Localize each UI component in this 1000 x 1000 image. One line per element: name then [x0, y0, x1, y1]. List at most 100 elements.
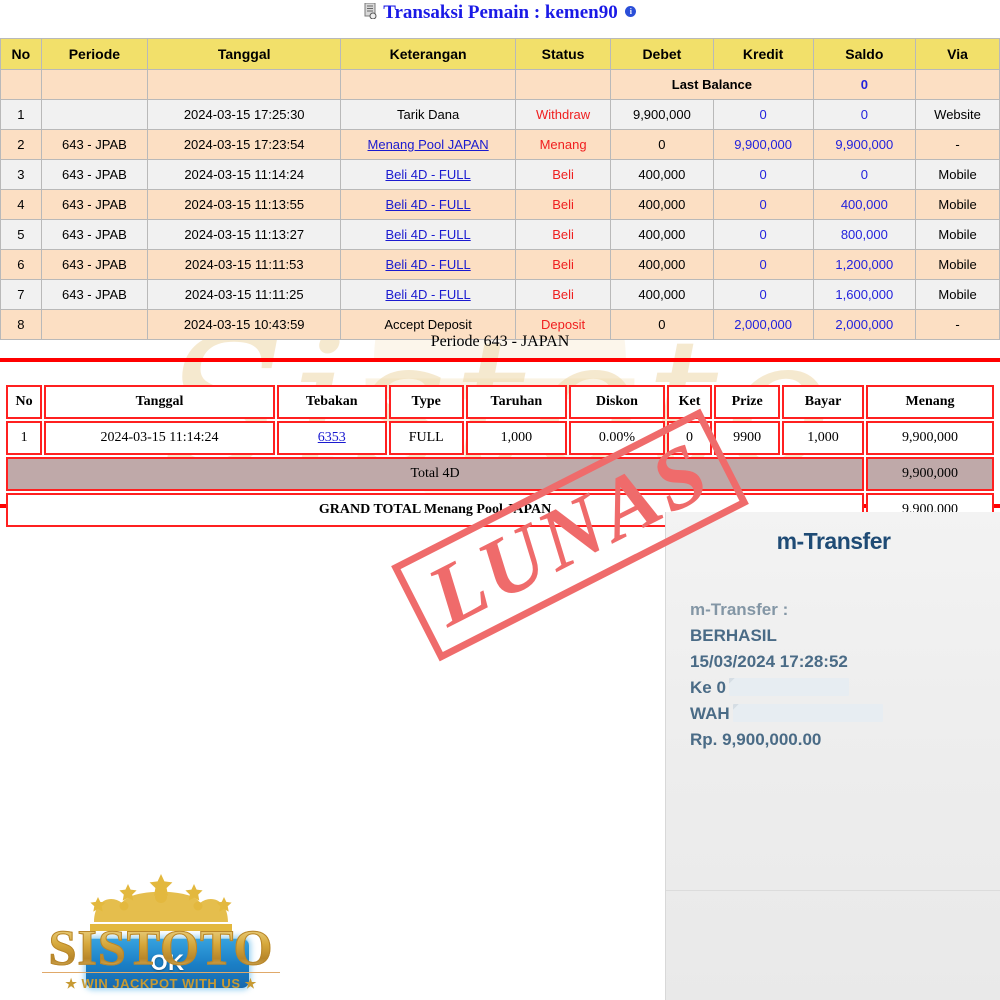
cell-via: - [915, 309, 1000, 340]
cell-via: Mobile [915, 159, 1000, 190]
table-row: 8 2024-03-15 10:43:59 Accept Deposit Deposi… [0, 309, 1000, 340]
cell-via: Mobile [915, 219, 1000, 250]
keterangan-link[interactable]: Beli 4D - FULL [385, 227, 471, 242]
detail-table: No Tanggal Tebakan Type Taruhan Diskon K… [4, 383, 996, 529]
receipt-line-name: WAH [690, 701, 1000, 727]
table-row: 7 643 - JPAB 2024-03-15 11:11:25 Beli 4D - … [0, 279, 1000, 310]
dcol-bayar: Bayar [782, 385, 865, 419]
cell-keterangan[interactable]: Beli 4D - FULL [340, 279, 516, 310]
cell-periode: 643 - JPAB [40, 249, 149, 280]
cell-debet: 0 [610, 309, 714, 340]
cell-debet: 9,900,000 [610, 99, 714, 130]
cell-no: 5 [0, 219, 42, 250]
cell-kredit: 0 [712, 219, 814, 250]
col-saldo: Saldo [812, 38, 917, 70]
keterangan-link[interactable]: Menang Pool JAPAN [367, 137, 489, 152]
receipt-line-account: Ke 0 [690, 675, 1000, 701]
cell-tanggal: 2024-03-15 11:13:27 [147, 219, 342, 250]
tebakan-link[interactable]: 6353 [317, 430, 346, 445]
keterangan-link[interactable]: Beli 4D - FULL [385, 287, 471, 302]
cell-debet: 400,000 [610, 249, 714, 280]
cell-saldo: 0 [812, 99, 917, 130]
sistoto-wordmark: SISTOTO [16, 918, 306, 976]
keterangan-link[interactable]: Beli 4D - FULL [385, 167, 471, 182]
cell-periode: 643 - JPAB [40, 189, 149, 220]
col-tanggal: Tanggal [147, 38, 342, 70]
sistoto-tagline: ★ WIN JACKPOT WITH US ★ [65, 976, 257, 991]
keterangan-link[interactable]: Beli 4D - FULL [385, 257, 471, 272]
col-kredit: Kredit [712, 38, 814, 70]
receipt-divider [666, 890, 1000, 891]
detail-header-row: No Tanggal Tebakan Type Taruhan Diskon K… [6, 385, 994, 419]
cell-saldo: 1,200,000 [812, 249, 917, 280]
total-row: Total 4D 9,900,000 [6, 457, 994, 491]
cell-periode: 643 - JPAB [40, 129, 149, 160]
receipt-line-label: m-Transfer : [690, 600, 789, 619]
cell-status [514, 69, 612, 100]
cell-status: Beli [514, 219, 612, 250]
dcell-tanggal: 2024-03-15 11:14:24 [44, 421, 275, 455]
col-keterangan: Keterangan [340, 38, 516, 70]
cell-tanggal: 2024-03-15 10:43:59 [147, 309, 342, 340]
col-periode: Periode [40, 38, 149, 70]
cell-keterangan[interactable]: Beli 4D - FULL [340, 249, 516, 280]
cell-via: Mobile [915, 189, 1000, 220]
table-header-row: No Periode Tanggal Keterangan Status Deb… [0, 38, 1000, 70]
table-row: 2 643 - JPAB 2024-03-15 17:23:54 Menang Poo… [0, 129, 1000, 160]
dcell-type: FULL [388, 421, 464, 455]
cell-tanggal: 2024-03-15 11:11:25 [147, 279, 342, 310]
receipt-line-status: BERHASIL [690, 626, 777, 645]
receipt-body: m-Transfer : BERHASIL 15/03/2024 17:28:5… [690, 597, 1000, 753]
cell-debet: 0 [610, 129, 714, 160]
mtransfer-receipt-panel: m-Transfer m-Transfer : BERHASIL 15/03/2… [665, 512, 1000, 1000]
last-balance-label: Last Balance [610, 69, 814, 100]
dcell-no: 1 [6, 421, 43, 455]
cell-keterangan[interactable]: Beli 4D - FULL [340, 159, 516, 190]
redaction-bar-name [732, 704, 883, 722]
cell-status: Beli [514, 249, 612, 280]
cell-via [915, 69, 1000, 100]
cell-tanggal [147, 69, 342, 100]
cell-saldo: 1,600,000 [812, 279, 917, 310]
cell-periode [40, 69, 149, 100]
col-debet: Debet [610, 38, 714, 70]
divider-rule-top [0, 358, 1000, 362]
cell-kredit: 0 [712, 159, 814, 190]
dcell-prize: 9900 [714, 421, 781, 455]
cell-keterangan[interactable]: Beli 4D - FULL [340, 219, 516, 250]
page-title-text: Transaksi Pemain : kemen90 [383, 2, 618, 23]
cell-via: Website [915, 99, 1000, 130]
cell-keterangan: Accept Deposit [340, 309, 516, 340]
cell-kredit: 0 [712, 99, 814, 130]
info-icon[interactable]: i [625, 6, 637, 18]
cell-via: - [915, 129, 1000, 160]
cell-keterangan[interactable]: Beli 4D - FULL [340, 189, 516, 220]
cell-periode: 643 - JPAB [40, 219, 149, 250]
cell-saldo: 9,900,000 [812, 129, 917, 160]
cell-tanggal: 2024-03-15 11:14:24 [147, 159, 342, 190]
dcol-no: No [6, 385, 43, 419]
cell-tanggal: 2024-03-15 11:13:55 [147, 189, 342, 220]
ok-button[interactable]: OK [86, 938, 249, 988]
last-balance-row: Last Balance 0 [0, 69, 1000, 100]
cell-no: 6 [0, 249, 42, 280]
cell-keterangan: Tarik Dana [340, 99, 516, 130]
table-row: 3 643 - JPAB 2024-03-15 11:14:24 Beli 4D - … [0, 159, 1000, 190]
cell-tanggal: 2024-03-15 11:11:53 [147, 249, 342, 280]
dcell-taruhan: 1,000 [465, 421, 568, 455]
table-row: 5 643 - JPAB 2024-03-15 11:13:27 Beli 4D - … [0, 219, 1000, 250]
cell-keterangan[interactable]: Menang Pool JAPAN [340, 129, 516, 160]
cell-kredit: 2,000,000 [712, 309, 814, 340]
cell-periode [40, 99, 149, 130]
table-row: 1 2024-03-15 17:25:30 Tarik Dana Withdraw 9,… [0, 99, 1000, 130]
cell-status: Withdraw [514, 99, 612, 130]
cell-debet: 400,000 [610, 279, 714, 310]
dcell-tebakan[interactable]: 6353 [276, 421, 387, 455]
total-value: 9,900,000 [866, 457, 994, 491]
document-icon [364, 3, 377, 20]
keterangan-link[interactable]: Beli 4D - FULL [385, 197, 471, 212]
sistoto-logo: SISTOTO ★ WIN JACKPOT WITH US ★ [16, 872, 306, 992]
cell-periode [40, 309, 149, 340]
periode-caption: Periode 643 - JAPAN [430, 333, 570, 350]
cell-no [0, 69, 42, 100]
